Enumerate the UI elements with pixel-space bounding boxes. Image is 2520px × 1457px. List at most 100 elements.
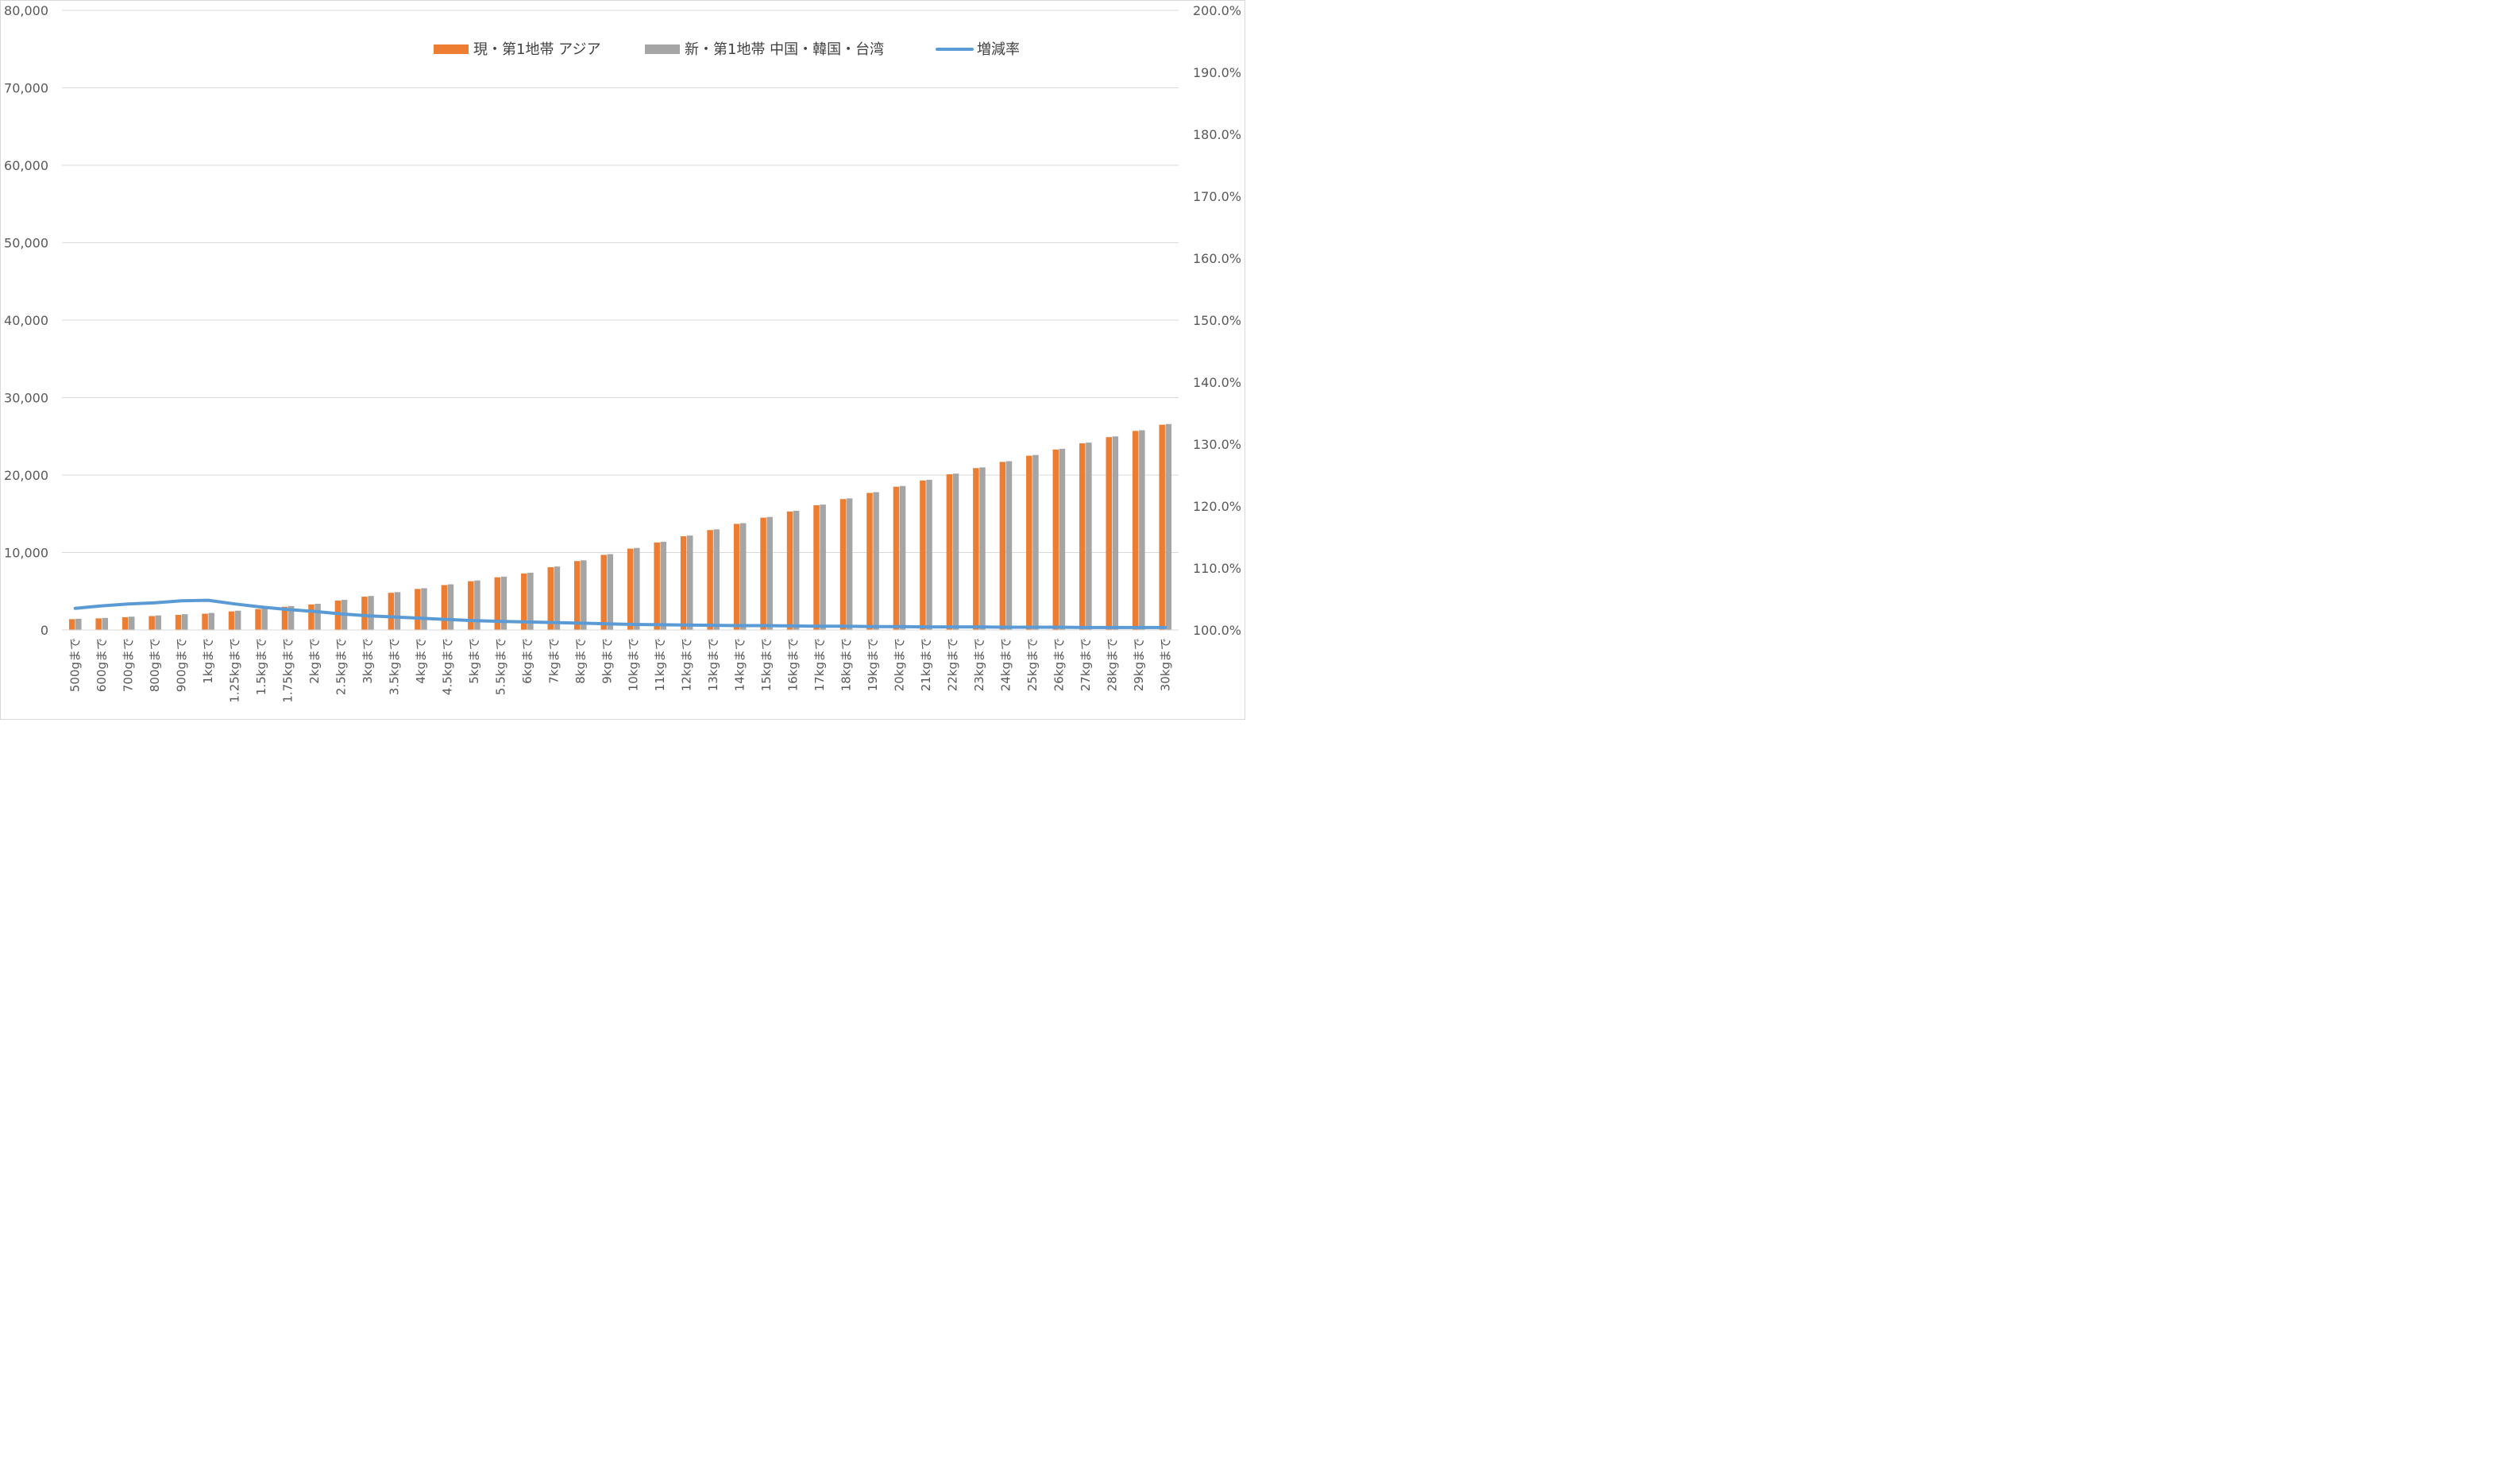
bar-new: [208, 613, 214, 630]
bar-current: [920, 480, 926, 630]
bar-current: [122, 616, 129, 630]
bar-new: [634, 547, 640, 630]
bar-new: [554, 566, 561, 630]
bar-current: [361, 597, 368, 630]
bar-new: [474, 580, 480, 630]
legend-label-rate: 増減率: [977, 41, 1020, 58]
bar-current: [760, 517, 766, 630]
legend-item-new: 新・第1地帯 中国・韓国・台湾: [645, 41, 884, 58]
x-tick-label: 1.25kgまで: [228, 638, 242, 703]
x-tick-label: 5.5kgまで: [493, 638, 507, 695]
bar-new: [899, 485, 906, 630]
y-right-tick-label: 190.0%: [1193, 65, 1241, 80]
y-right-tick-label: 120.0%: [1193, 499, 1241, 514]
x-tick-label: 4kgまで: [414, 638, 428, 684]
y-left-tick-label: 60,000: [4, 158, 48, 173]
y-right-tick-label: 130.0%: [1193, 437, 1241, 452]
bar-new: [128, 616, 135, 630]
y-left-tick-label: 40,000: [4, 313, 48, 328]
bar-current: [415, 589, 421, 630]
bar-new: [820, 504, 826, 630]
x-tick-label: 3kgまで: [361, 638, 375, 684]
bar-new: [1165, 423, 1172, 630]
x-tick-label: 29kgまで: [1132, 638, 1146, 691]
bar-new: [686, 535, 693, 630]
x-tick-label: 1.5kgまで: [254, 638, 268, 695]
x-tick-label: 18kgまで: [839, 638, 854, 691]
x-tick-label: 700gまで: [122, 638, 136, 692]
x-tick-label: 11kgまで: [653, 638, 667, 691]
bar-new: [873, 492, 879, 630]
y-right-tick-label: 100.0%: [1193, 623, 1241, 638]
bar-current: [654, 542, 660, 630]
x-tick-label: 15kgまで: [759, 638, 774, 691]
y-right-tick-label: 170.0%: [1193, 189, 1241, 204]
bar-new: [1059, 448, 1066, 630]
bar-current: [680, 536, 687, 630]
y-left-tick-label: 50,000: [4, 236, 48, 251]
bar-current: [866, 493, 873, 630]
bar-current: [521, 573, 527, 630]
bar-current: [441, 585, 448, 630]
y-left-tick-label: 10,000: [4, 546, 48, 561]
legend-swatch-new: [645, 44, 680, 54]
x-tick-label: 20kgまで: [893, 638, 907, 691]
x-tick-label: 21kgまで: [919, 638, 933, 691]
x-tick-label: 30kgまで: [1158, 638, 1172, 691]
bar-new: [952, 473, 959, 630]
x-tick-label: 1.75kgまで: [281, 638, 295, 703]
y-left-tick-label: 70,000: [4, 81, 48, 96]
bar-new: [447, 584, 454, 630]
bar-new: [368, 596, 374, 630]
bar-current: [468, 581, 474, 630]
y-right-tick-label: 180.0%: [1193, 127, 1241, 142]
bar-new: [1032, 454, 1039, 630]
bar-current: [733, 524, 740, 630]
x-tick-label: 14kgまで: [733, 638, 747, 691]
bar-new: [155, 615, 161, 630]
bar-new: [75, 618, 82, 630]
x-tick-label: 9kgまで: [600, 638, 614, 684]
bar-current: [573, 561, 581, 630]
legend-label-new: 新・第1地帯 中国・韓国・台湾: [685, 41, 884, 58]
bar-current: [388, 593, 395, 630]
x-tick-label: 27kgまで: [1079, 638, 1093, 691]
chart: 0 10,000 20,000 30,000 40,000 50,000 60,000 70,…: [0, 0, 1245, 720]
bar-new: [1139, 430, 1145, 630]
bar-current: [1106, 437, 1113, 630]
y-left-tick-label: 20,000: [4, 468, 48, 483]
bar-new: [846, 498, 853, 630]
bar-current: [255, 609, 261, 630]
x-tick-label: 16kgまで: [786, 638, 801, 691]
bar-new: [261, 608, 268, 630]
x-tick-label: 900gまで: [175, 638, 189, 692]
bar-new: [288, 605, 295, 630]
y-left-tick-label: 80,000: [4, 3, 48, 18]
rate-line-group: [73, 598, 1167, 629]
x-tick-label: 8kgまで: [573, 638, 588, 684]
bar-current: [786, 511, 793, 630]
x-tick-label: 17kgまで: [812, 638, 827, 691]
x-tick-label: 2kgまで: [307, 638, 322, 684]
x-tick-label: 6kgまで: [520, 638, 534, 684]
x-tick-label: 25kgまで: [1025, 638, 1040, 691]
x-tick-label: 24kgまで: [998, 638, 1013, 691]
y-left-tick-label: 30,000: [4, 391, 48, 406]
bar-current: [1052, 449, 1059, 630]
x-tick-label: 12kgまで: [680, 638, 694, 691]
bar-current: [149, 616, 155, 630]
bar-new: [315, 604, 321, 630]
bar-current: [334, 600, 342, 630]
bar-new: [660, 541, 667, 630]
x-tick-label: 7kgまで: [546, 638, 561, 684]
bar-current: [839, 499, 847, 630]
bar-new: [713, 529, 720, 630]
y-right-tick-label: 110.0%: [1193, 561, 1241, 576]
bar-new: [739, 523, 747, 630]
legend: 現・第1地帯 アジア 新・第1地帯 中国・韓国・台湾 増減率: [434, 41, 1020, 58]
legend-label-current: 現・第1地帯 アジア: [473, 41, 600, 58]
x-tick-label: 4.5kgまで: [440, 638, 454, 695]
bar-current: [1026, 455, 1032, 630]
x-tick-label: 23kgまで: [972, 638, 986, 691]
bar-current: [999, 462, 1006, 630]
